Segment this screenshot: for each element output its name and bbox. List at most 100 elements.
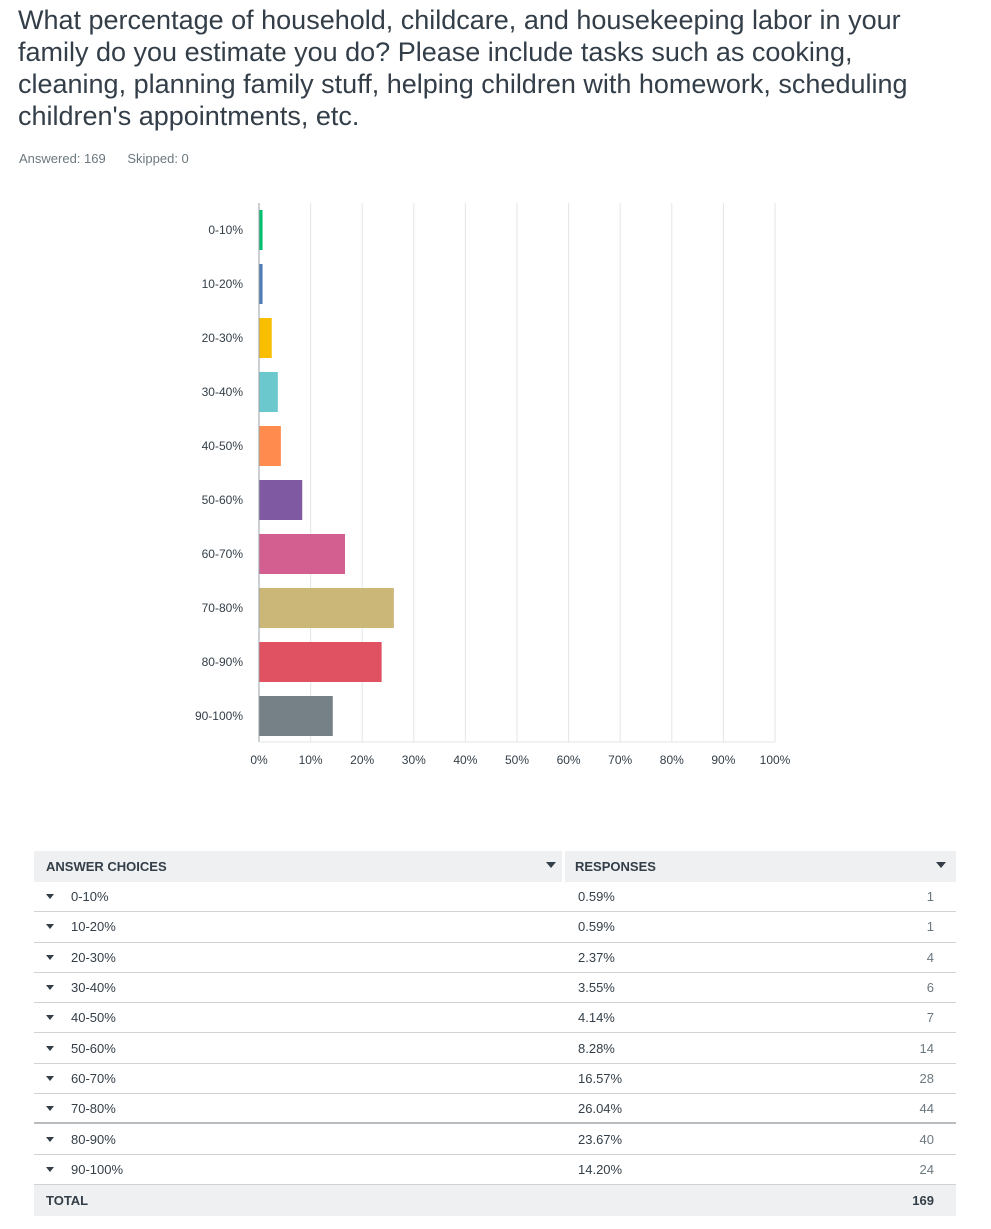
- x-tick-label: 60%: [557, 753, 581, 767]
- bar[interactable]: [259, 210, 263, 250]
- response-count: 7: [926, 1010, 934, 1026]
- answer-choice-cell: 20-30%: [34, 950, 565, 965]
- responses-table: ANSWER CHOICES RESPONSES 0-10% 0.59% 1 10-2…: [34, 851, 956, 1216]
- table-header: ANSWER CHOICES RESPONSES: [34, 851, 956, 882]
- response-percent: 8.28%: [578, 1040, 615, 1056]
- answer-choices-header[interactable]: ANSWER CHOICES: [34, 851, 565, 882]
- answer-choice-cell: 90-100%: [34, 1162, 565, 1177]
- x-tick-label: 90%: [711, 753, 735, 767]
- response-percent: 0.59%: [578, 919, 615, 935]
- expand-caret-icon[interactable]: [46, 1105, 54, 1111]
- sort-caret-icon[interactable]: [546, 862, 556, 868]
- x-tick-label: 80%: [660, 753, 684, 767]
- response-count: 24: [919, 1161, 934, 1177]
- category-label: 80-90%: [202, 655, 244, 669]
- bar-chart-svg: 0-10% 10-20% 20-30% 30-40% 40-50% 50-60% 60-70…: [195, 203, 791, 767]
- table-row[interactable]: 20-30% 2.37% 4: [34, 943, 956, 973]
- category-label: 40-50%: [202, 439, 244, 453]
- answer-choice-cell: 50-60%: [34, 1041, 565, 1056]
- x-tick-label: 100%: [760, 753, 791, 767]
- table-total-row: TOTAL 169: [34, 1184, 956, 1216]
- category-label: 20-30%: [202, 331, 244, 345]
- bar[interactable]: [259, 696, 333, 736]
- response-count: 14: [919, 1040, 934, 1056]
- category-label: 50-60%: [202, 493, 244, 507]
- x-tick-label: 10%: [299, 753, 323, 767]
- response-count: 44: [919, 1100, 934, 1116]
- answer-choice-cell: 0-10%: [34, 889, 565, 904]
- responses-header-label: RESPONSES: [575, 859, 656, 874]
- response-stats: Answered: 169 Skipped: 0: [19, 151, 207, 166]
- expand-caret-icon[interactable]: [46, 985, 54, 991]
- table-row[interactable]: 0-10% 0.59% 1: [34, 882, 956, 913]
- table-row[interactable]: 70-80% 26.04% 44: [34, 1094, 956, 1125]
- expand-caret-icon[interactable]: [46, 1136, 54, 1142]
- x-tick-label: 20%: [350, 753, 374, 767]
- bar[interactable]: [259, 534, 346, 574]
- table-row[interactable]: 90-100% 14.20% 24: [34, 1155, 956, 1185]
- table-body: 0-10% 0.59% 1 10-20% 0.59% 1 20-30% 2.37% 4 30-40…: [34, 882, 956, 1185]
- answer-choice-label: 20-30%: [71, 949, 116, 965]
- expand-caret-icon[interactable]: [46, 954, 54, 960]
- response-percent: 3.55%: [578, 980, 615, 996]
- category-label: 60-70%: [202, 547, 244, 561]
- total-label: TOTAL: [46, 1192, 89, 1208]
- bar[interactable]: [259, 264, 263, 304]
- x-tick-label: 40%: [453, 753, 477, 767]
- answer-choice-cell: 70-80%: [34, 1101, 565, 1116]
- answer-choice-label: 50-60%: [71, 1040, 116, 1056]
- expand-caret-icon[interactable]: [46, 1045, 54, 1051]
- category-label: 30-40%: [202, 385, 244, 399]
- bar-chart: 0-10% 10-20% 20-30% 30-40% 40-50% 50-60% 60-70…: [0, 190, 991, 790]
- table-row[interactable]: 60-70% 16.57% 28: [34, 1064, 956, 1095]
- answer-choice-label: 30-40%: [71, 980, 116, 996]
- x-tick-label: 0%: [250, 753, 268, 767]
- answered-count: Answered: 169: [19, 151, 106, 166]
- answer-choice-cell: 30-40%: [34, 980, 565, 995]
- response-percent: 26.04%: [578, 1100, 623, 1116]
- response-percent: 14.20%: [578, 1161, 623, 1177]
- answer-choice-label: 40-50%: [71, 1010, 116, 1026]
- x-tick-label: 30%: [402, 753, 426, 767]
- table-row[interactable]: 80-90% 23.67% 40: [34, 1124, 956, 1155]
- answer-choice-label: 0-10%: [71, 889, 109, 905]
- x-tick-label: 70%: [608, 753, 632, 767]
- response-count: 1: [926, 919, 934, 935]
- skipped-count: Skipped: 0: [127, 151, 189, 166]
- bar[interactable]: [259, 426, 281, 466]
- bar[interactable]: [259, 588, 394, 628]
- category-label: 0-10%: [208, 223, 243, 237]
- response-count: 28: [919, 1070, 934, 1086]
- answer-choice-cell: 80-90%: [34, 1132, 565, 1147]
- response-percent: 16.57%: [578, 1070, 623, 1086]
- response-percent: 23.67%: [578, 1131, 623, 1147]
- table-row[interactable]: 50-60% 8.28% 14: [34, 1033, 956, 1064]
- question-title: What percentage of household, childcare,…: [18, 5, 908, 131]
- expand-caret-icon[interactable]: [46, 924, 54, 930]
- category-label: 10-20%: [202, 277, 244, 291]
- answer-choice-label: 70-80%: [71, 1100, 116, 1116]
- answer-choices-header-label: ANSWER CHOICES: [46, 859, 167, 874]
- bar[interactable]: [259, 642, 382, 682]
- bar[interactable]: [259, 318, 272, 358]
- answer-choice-cell: 60-70%: [34, 1071, 565, 1086]
- answer-choice-label: 10-20%: [71, 919, 116, 935]
- expand-caret-icon[interactable]: [46, 894, 54, 900]
- response-count: 40: [919, 1131, 934, 1147]
- expand-caret-icon[interactable]: [46, 1166, 54, 1172]
- table-row[interactable]: 30-40% 3.55% 6: [34, 973, 956, 1004]
- table-row[interactable]: 10-20% 0.59% 1: [34, 912, 956, 943]
- answer-choice-label: 80-90%: [71, 1131, 116, 1147]
- bar[interactable]: [259, 372, 278, 412]
- category-label: 90-100%: [195, 709, 243, 723]
- answer-choice-label: 90-100%: [71, 1161, 124, 1177]
- bar[interactable]: [259, 480, 303, 520]
- table-row[interactable]: 40-50% 4.14% 7: [34, 1003, 956, 1034]
- sort-caret-icon[interactable]: [936, 862, 946, 868]
- expand-caret-icon[interactable]: [46, 1075, 54, 1081]
- expand-caret-icon[interactable]: [46, 1015, 54, 1021]
- answer-choice-cell: 40-50%: [34, 1010, 565, 1025]
- response-percent: 4.14%: [578, 1010, 615, 1026]
- response-count: 1: [926, 889, 934, 905]
- responses-header[interactable]: RESPONSES: [565, 851, 956, 882]
